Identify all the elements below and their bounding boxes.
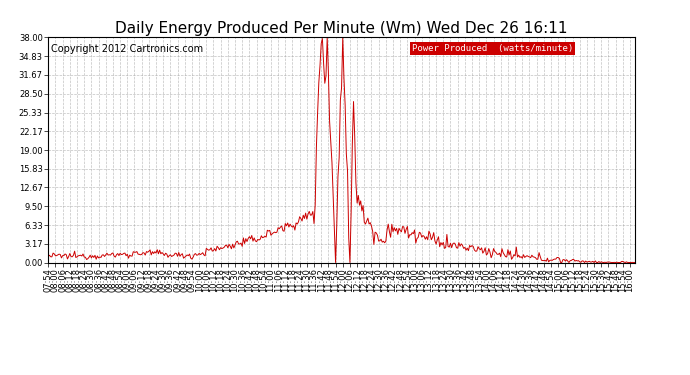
Text: Power Produced  (watts/minute): Power Produced (watts/minute) <box>412 44 573 53</box>
Text: Copyright 2012 Cartronics.com: Copyright 2012 Cartronics.com <box>51 44 204 54</box>
Title: Daily Energy Produced Per Minute (Wm) Wed Dec 26 16:11: Daily Energy Produced Per Minute (Wm) We… <box>115 21 568 36</box>
